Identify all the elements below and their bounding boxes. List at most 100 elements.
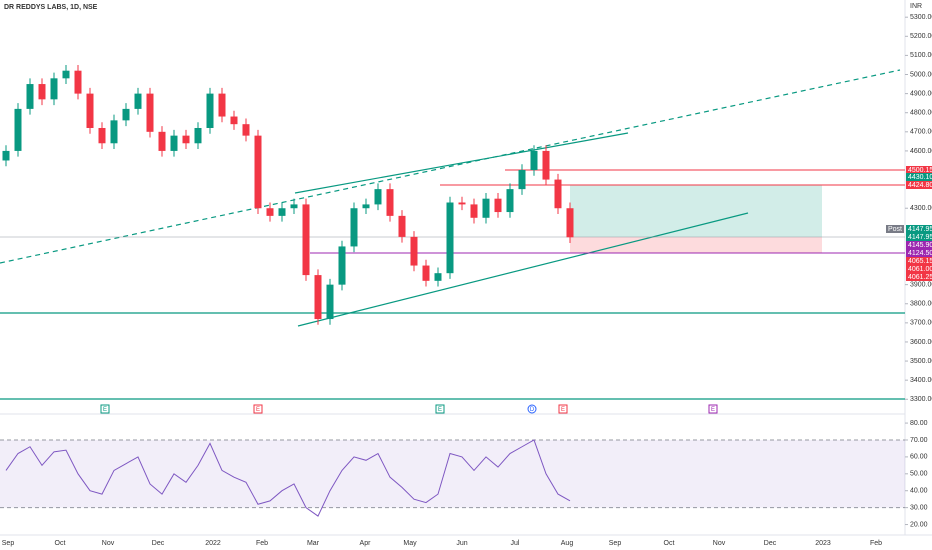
price-label-bg (906, 257, 932, 265)
currency: INR (910, 3, 922, 10)
candle-body (554, 179, 562, 209)
candle-body (206, 93, 214, 128)
x-tick-label: 2022 (205, 540, 221, 547)
candle-body (14, 108, 22, 151)
y-tick-label: 4900.00 (910, 90, 932, 97)
rsi-line (5, 439, 571, 517)
event-marker (558, 404, 568, 414)
candle-body (290, 204, 298, 209)
candle-body (86, 93, 94, 128)
price-label: 4061.00 (908, 266, 932, 273)
event-label: E (561, 407, 565, 413)
candle-body (566, 208, 574, 238)
y-tick-label: 4300.00 (910, 205, 932, 212)
event-marker (253, 404, 263, 414)
y-tick-label: 50.00 (910, 471, 928, 478)
price-label-bg (906, 225, 932, 233)
x-tick-label: Sep (2, 540, 15, 547)
candle-body (470, 204, 478, 218)
y-tick-label: 3800.00 (910, 301, 932, 308)
candle-body (458, 202, 466, 205)
y-tick-label: 4800.00 (910, 110, 932, 117)
price-label: 4065.15 (908, 258, 932, 265)
candle-body (98, 127, 106, 144)
candle-body (146, 93, 154, 132)
price-label-bg (906, 273, 932, 281)
y-tick-label: 3900.00 (910, 281, 932, 288)
event-marker (527, 404, 537, 414)
x-tick-label: Oct (664, 540, 675, 547)
y-tick-label: 40.00 (910, 488, 928, 495)
event-marker (708, 404, 718, 414)
price-label-bg (906, 173, 932, 181)
candle-body (530, 150, 538, 171)
candle-body (2, 150, 10, 161)
candle-body (434, 273, 442, 281)
x-tick-label: Nov (713, 540, 726, 547)
price-label-bg (906, 181, 932, 189)
candle-body (446, 202, 454, 274)
trend-line (0, 69, 901, 264)
price-label-bg (906, 249, 932, 257)
y-tick-label: 70.00 (910, 437, 928, 444)
y-tick-label: 60.00 (910, 454, 928, 461)
candle-body (362, 204, 370, 209)
event-label: E (103, 407, 107, 413)
candle-body (338, 246, 346, 285)
candle-body (266, 208, 274, 216)
candle-body (386, 189, 394, 216)
candle-body (518, 170, 526, 190)
candle-body (218, 93, 226, 117)
x-tick-label: Jun (456, 540, 467, 547)
rsi-band (0, 439, 905, 508)
candle-body (482, 198, 490, 218)
candle-body (278, 208, 286, 216)
candle-body (314, 275, 322, 320)
x-tick-label: May (403, 540, 417, 547)
candle-body (62, 70, 70, 79)
y-tick-label: 5300.00 (910, 14, 932, 21)
price-tag: Post (888, 226, 902, 233)
price-label-bg (906, 233, 932, 241)
event-label: E (256, 407, 260, 413)
price-label: 4145.90 (908, 242, 932, 249)
candle-body (122, 108, 130, 121)
candle-body (494, 198, 502, 213)
loss-zone (570, 237, 822, 253)
x-tick-label: Oct (55, 540, 66, 547)
price-label: 4500.15 (908, 167, 932, 174)
price-label: 4147.95 (908, 234, 932, 241)
price-label: 4424.80 (908, 182, 932, 189)
x-tick-label: Aug (561, 540, 574, 547)
price-label: 4147.95 (908, 226, 932, 233)
y-tick-label: 3700.00 (910, 320, 932, 327)
price-label: 4430.10 (908, 174, 932, 181)
candle-body (326, 284, 334, 320)
candle-body (158, 131, 166, 151)
candle-body (134, 93, 142, 109)
candle-body (182, 135, 190, 144)
candle-body (50, 78, 58, 100)
candle-body (38, 84, 46, 100)
x-tick-label: Apr (360, 540, 372, 547)
price-label: 4061.25 (908, 274, 932, 281)
price-label: 4124.50 (908, 250, 932, 257)
y-tick-label: 4700.00 (910, 129, 932, 136)
y-tick-label: 5000.00 (910, 71, 932, 78)
event-label: E (438, 407, 442, 413)
trend-line (294, 132, 629, 194)
y-tick-label: 20.00 (910, 521, 928, 528)
price-label-bg (906, 166, 932, 174)
candle-body (254, 135, 262, 209)
y-tick-label: 80.00 (910, 420, 928, 427)
candle-body (506, 189, 514, 213)
candle-body (542, 150, 550, 180)
y-tick-label: 3400.00 (910, 377, 932, 384)
chart-title: DR REDDYS LABS, 1D, NSE (4, 4, 98, 11)
profit-zone (570, 185, 822, 237)
y-tick-label: 5100.00 (910, 52, 932, 59)
x-tick-label: Jul (511, 540, 520, 547)
candle-body (194, 127, 202, 144)
